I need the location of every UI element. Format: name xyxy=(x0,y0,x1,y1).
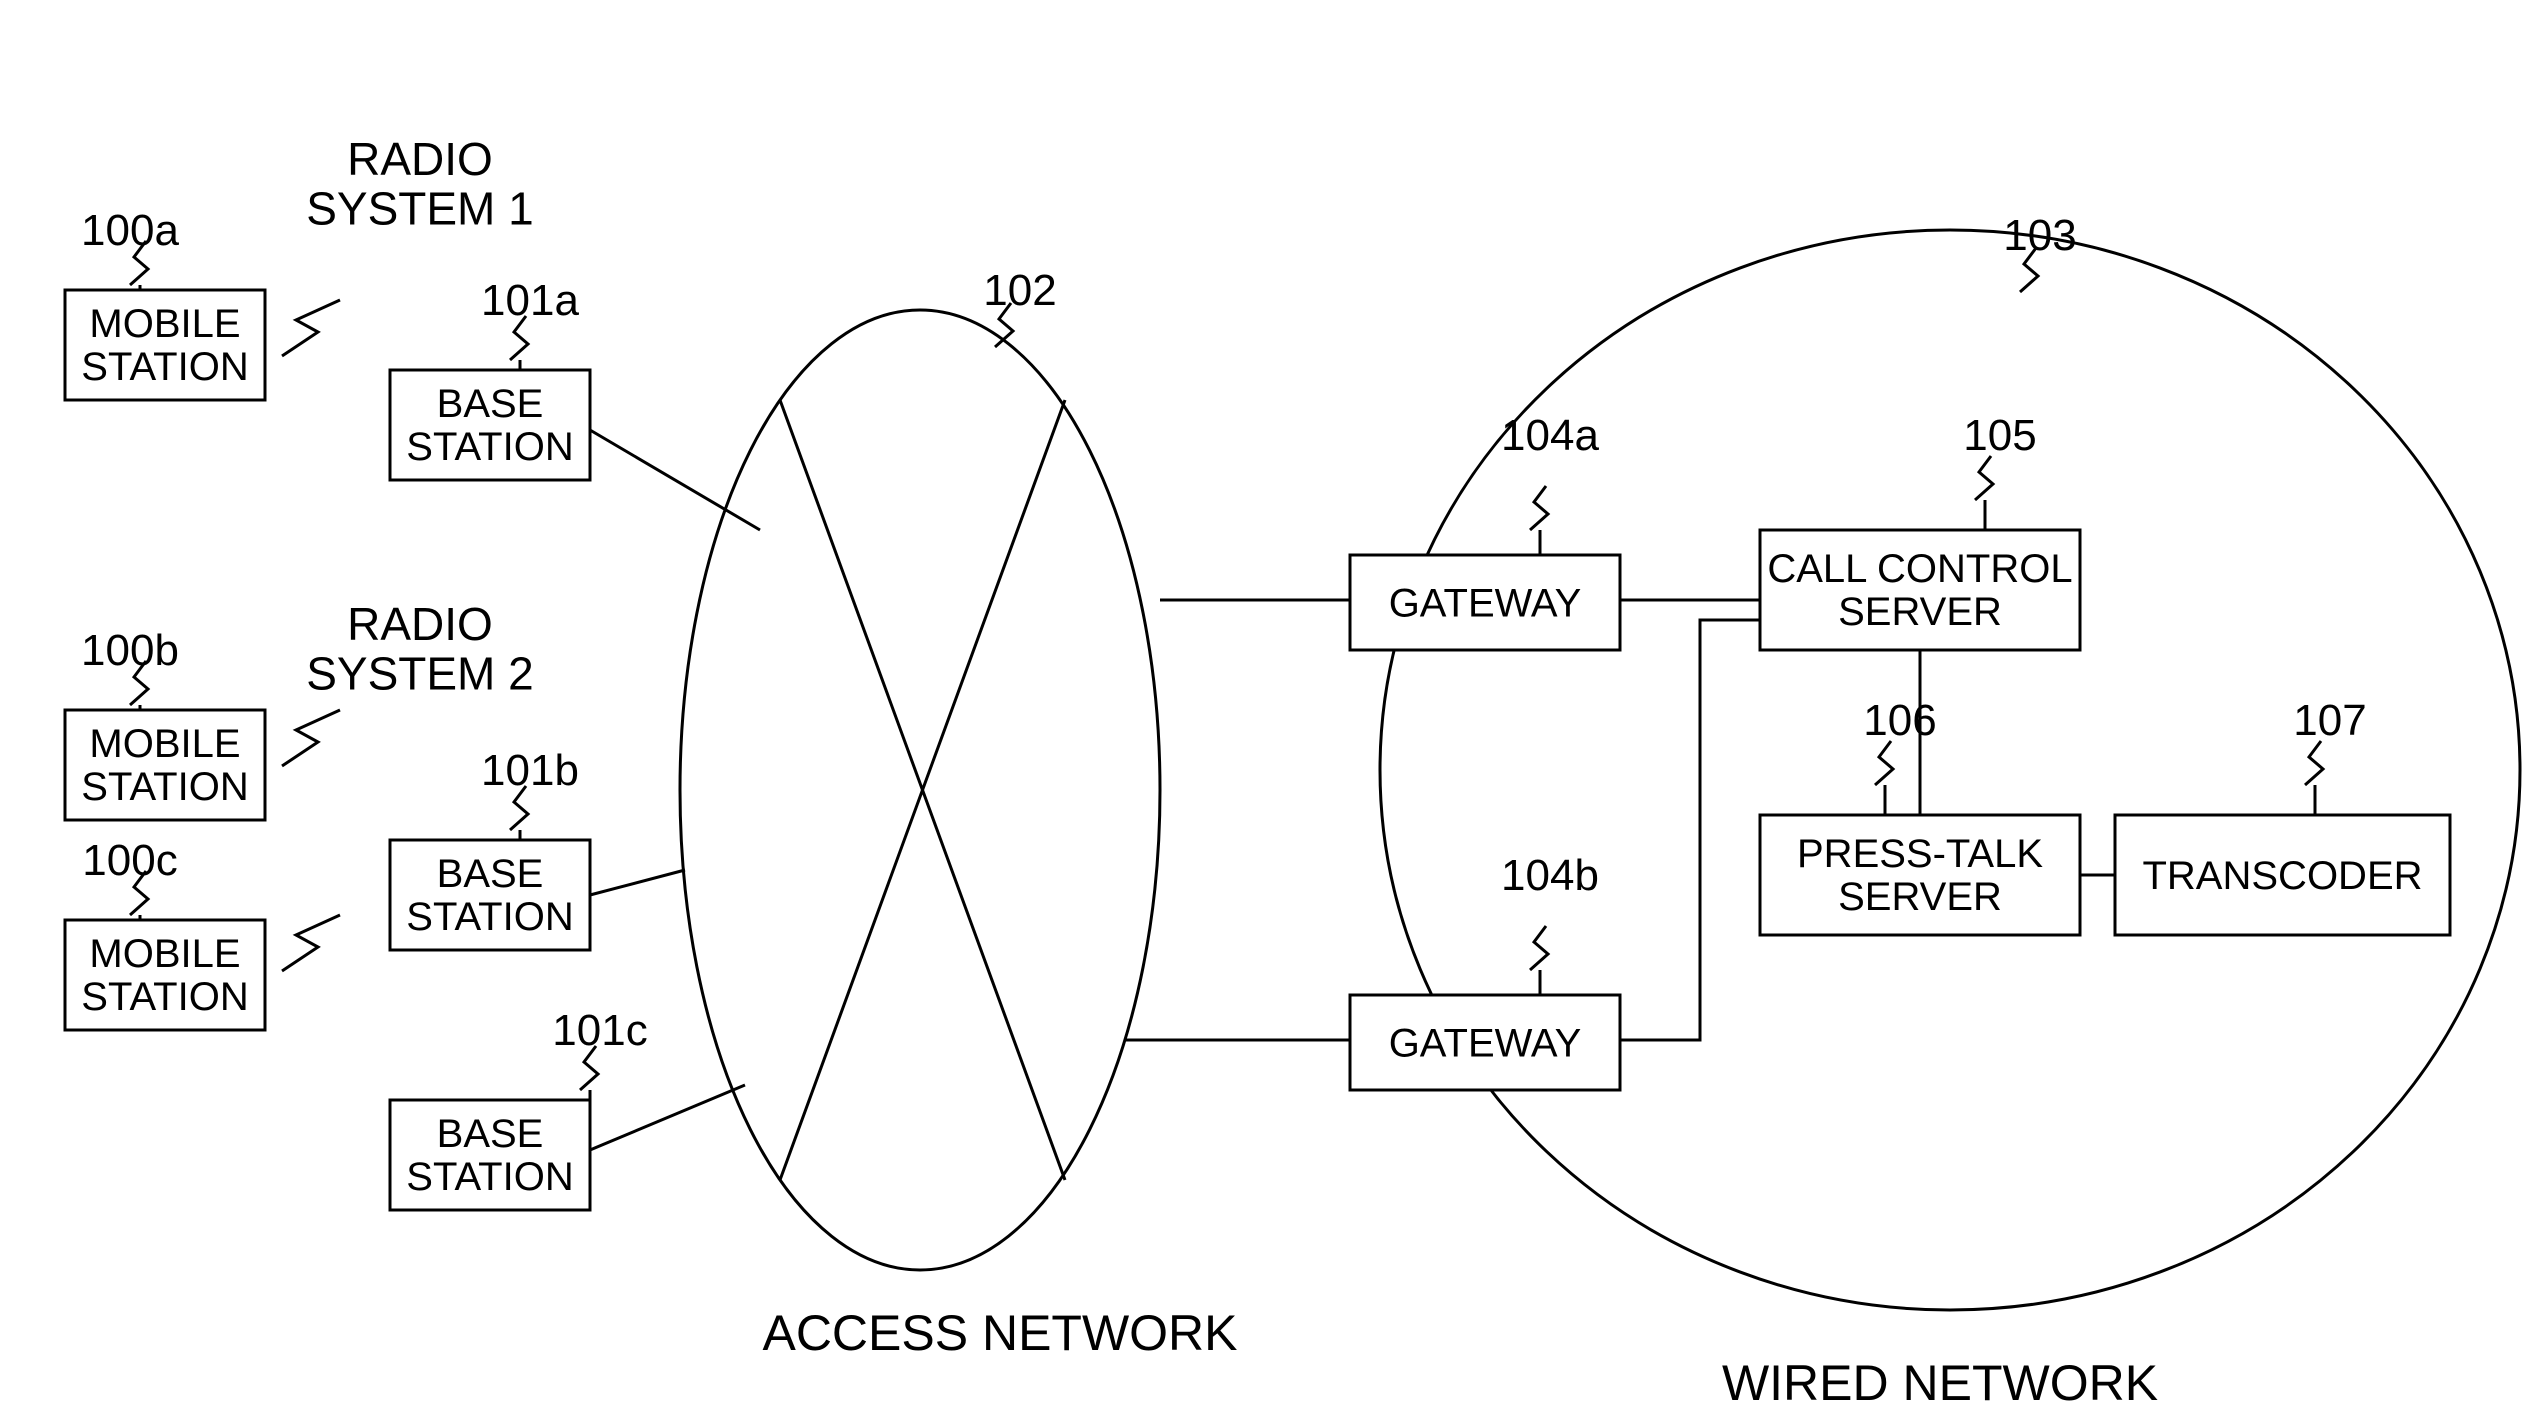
lead-line-tick xyxy=(1530,926,1548,970)
radio-link-icon xyxy=(282,915,340,971)
lead-line-tick xyxy=(1875,741,1893,785)
ref-104b: 104b xyxy=(1501,851,1599,900)
lead-line-tick xyxy=(2305,741,2323,785)
ref-100c: 100c xyxy=(82,836,177,885)
ref-104a: 104a xyxy=(1501,411,1599,460)
lead-line-tick xyxy=(1975,456,1993,500)
ref-102: 102 xyxy=(983,266,1056,315)
connection-line xyxy=(1620,620,1760,1040)
label-radio-system-1: RADIOSYSTEM 1 xyxy=(306,133,534,235)
ref-101b: 101b xyxy=(481,746,579,795)
ref-103: 103 xyxy=(2003,211,2076,260)
connection-line xyxy=(590,1085,745,1150)
wired-network-ellipse xyxy=(1380,230,2520,1310)
lead-line-tick xyxy=(1530,486,1548,530)
label-wired-network: WIRED NETWORK xyxy=(1722,1355,2158,1409)
mobile-station-b-label: MOBILESTATION xyxy=(81,722,248,809)
label-access-network: ACCESS NETWORK xyxy=(762,1305,1237,1361)
transcoder-label: TRANSCODER xyxy=(2142,854,2422,898)
gateway-b-label: GATEWAY xyxy=(1389,1022,1582,1066)
radio-link-icon xyxy=(282,300,340,356)
mobile-station-a-label: MOBILESTATION xyxy=(81,302,248,389)
mobile-station-c-label: MOBILESTATION xyxy=(81,932,248,1019)
gateway-a-label: GATEWAY xyxy=(1389,582,1582,626)
ref-100b: 100b xyxy=(81,626,179,675)
ref-100a: 100a xyxy=(81,206,179,255)
label-radio-system-2: RADIOSYSTEM 2 xyxy=(306,598,534,700)
radio-link-icon xyxy=(282,710,340,766)
connection-line xyxy=(590,870,685,895)
ref-106: 106 xyxy=(1863,696,1936,745)
connection-line xyxy=(590,430,760,530)
access-network-ellipse xyxy=(680,310,1160,1270)
ref-101c: 101c xyxy=(552,1006,647,1055)
ref-105: 105 xyxy=(1963,411,2036,460)
ref-107: 107 xyxy=(2293,696,2366,745)
ref-101a: 101a xyxy=(481,276,579,325)
